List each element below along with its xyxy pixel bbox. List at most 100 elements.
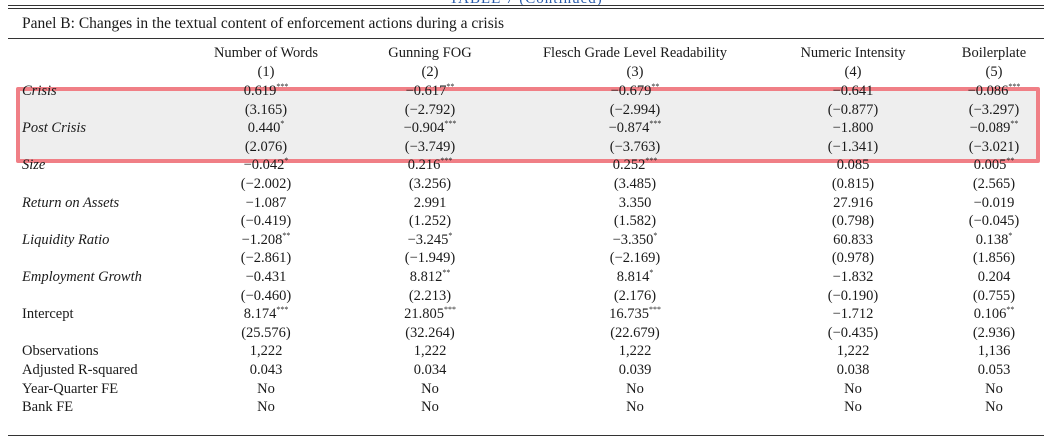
tstat-cell: (−2.994) (609, 101, 661, 118)
row-label: Liquidity Ratio (22, 231, 110, 248)
column-header: Boilerplate (961, 45, 1027, 62)
coefficient-value: 0.106 (973, 306, 1007, 323)
coefficient-value: 21.805 (404, 306, 444, 323)
stats-value: No (257, 380, 275, 397)
tstat-cell: (3.485) (613, 175, 657, 192)
coefficient-value: −1.800 (832, 120, 874, 137)
significance-stars: *** (440, 156, 453, 166)
significance-stars: *** (443, 305, 456, 315)
significance-stars: *** (276, 82, 289, 91)
table-caption-cutoff: TABLE 7 (Continued) (0, 0, 1052, 8)
table-row: Employment Growth −0.431 8.812** 8.814* −1.8… (22, 268, 1032, 287)
tstat-cell: (−2.002) (240, 175, 292, 192)
tstat-cell: (−1.949) (404, 250, 456, 267)
coefficient-value: 60.833 (833, 231, 873, 248)
stats-value: 0.038 (836, 361, 870, 378)
highlight-box (16, 87, 1040, 163)
tstat-cell: (0.798) (831, 213, 875, 230)
stats-value: 1,222 (618, 343, 652, 360)
significance-stars: ** (282, 230, 291, 240)
row-label: Crisis (22, 83, 57, 99)
tstat-cell: (−0.435) (827, 324, 879, 341)
coefficient-value: −1.208 (241, 231, 283, 248)
tstat-cell: (−1.341) (827, 138, 879, 155)
coefficient-cell: −3.350* (520, 231, 750, 250)
coefficient-cell: 27.916 (750, 194, 956, 213)
stats-value: No (985, 380, 1003, 397)
coefficient-cell: −1.087 (192, 194, 340, 213)
top-rule (8, 5, 1044, 6)
tstat-cell: (−2.792) (404, 101, 456, 118)
tstat-row: (−2.861) (−1.949) (−2.169) (0.978) (1.856) (22, 249, 1032, 268)
significance-stars: ** (1006, 156, 1015, 166)
coefficient-cell: −1.712 (750, 305, 956, 324)
coefficient-cell: 0.085 (750, 156, 956, 175)
significance-stars: * (448, 230, 453, 240)
coefficient-cell: −1.800 (750, 119, 956, 138)
row-label-empty (22, 138, 192, 157)
row-label: Employment Growth (22, 268, 142, 285)
coefficient-cell: 2.991 (340, 194, 520, 213)
stats-value: No (626, 399, 644, 416)
significance-stars: *** (648, 305, 661, 315)
significance-stars: *** (1008, 82, 1021, 91)
stats-row: Year-Quarter FE No No No No No (22, 380, 1032, 399)
stats-row: Observations 1,222 1,222 1,222 1,222 1,136 (22, 342, 1032, 361)
header-rule (8, 38, 1044, 39)
coefficient-value: 0.138 (975, 231, 1009, 248)
table-row: Crisis 0.619*** −0.617** −0.679** −0.641 −0.0… (22, 82, 1032, 101)
column-number: (1) (257, 64, 275, 81)
tstat-cell: (−3.021) (968, 138, 1020, 155)
significance-stars: ** (1010, 119, 1019, 129)
stats-value: 1,136 (977, 343, 1011, 360)
coefficient-value: −0.617 (405, 83, 447, 99)
coefficient-cell: 0.252*** (520, 156, 750, 175)
table-row: Post Crisis 0.440* −0.904*** −0.874*** −1.80… (22, 119, 1032, 138)
coefficient-cell: 0.138* (956, 231, 1032, 250)
coefficient-cell: 0.204 (956, 268, 1032, 287)
coefficient-value: 0.085 (836, 157, 870, 174)
column-header: Number of Words (213, 45, 319, 62)
row-label: Post Crisis (22, 120, 87, 137)
tstat-row: (−0.419) (1.252) (1.582) (0.798) (−0.045) (22, 212, 1032, 231)
coefficient-value: 27.916 (833, 194, 873, 211)
coefficient-cell: 16.735*** (520, 305, 750, 324)
column-number: (2) (421, 64, 439, 81)
tstat-cell: (1.856) (972, 250, 1016, 267)
table-row: Intercept 8.174*** 21.805*** 16.735*** −1.71… (22, 305, 1032, 324)
coefficient-cell: −1.208** (192, 231, 340, 250)
coefficient-cell: −0.019 (956, 194, 1032, 213)
stats-value: No (844, 399, 862, 416)
coefficient-value: 0.619 (243, 83, 277, 99)
tstat-row: (−2.002) (3.256) (3.485) (0.815) (2.565) (22, 175, 1032, 194)
column-number: (4) (844, 64, 862, 81)
column-header: Gunning FOG (388, 45, 472, 62)
tstat-row: (−0.460) (2.213) (2.176) (−0.190) (0.755) (22, 287, 1032, 306)
significance-stars: ** (446, 82, 455, 91)
coefficient-value: −0.019 (973, 194, 1015, 211)
coefficient-value: 0.216 (407, 157, 441, 174)
coefficient-cell: −0.086*** (956, 82, 1032, 101)
significance-stars: *** (444, 119, 457, 129)
significance-stars: * (1008, 230, 1013, 240)
coefficient-cell: −3.245* (340, 231, 520, 250)
row-label-empty (22, 212, 192, 231)
row-label-empty (22, 249, 192, 268)
stats-value: No (844, 380, 862, 397)
coefficient-cell: −0.679** (520, 82, 750, 101)
significance-stars: ** (1006, 305, 1015, 315)
table-row: Liquidity Ratio −1.208** −3.245* −3.350* 60.… (22, 231, 1032, 250)
coefficient-value: −3.245 (407, 231, 449, 248)
significance-stars: * (649, 267, 654, 277)
coefficient-value: 8.814 (616, 268, 650, 285)
column-header: Numeric Intensity (800, 45, 906, 62)
tstat-cell: (−3.749) (404, 138, 456, 155)
stats-row: Adjusted R-squared 0.043 0.034 0.039 0.038 0.… (22, 361, 1032, 380)
coefficient-value: −0.042 (243, 157, 285, 174)
coefficient-cell: −0.042* (192, 156, 340, 175)
coefficient-cell: 8.814* (520, 268, 750, 287)
significance-stars: * (280, 119, 285, 129)
coefficient-cell: 60.833 (750, 231, 956, 250)
column-header: Flesch Grade Level Readability (542, 45, 727, 62)
tstat-cell: (2.565) (972, 175, 1016, 192)
